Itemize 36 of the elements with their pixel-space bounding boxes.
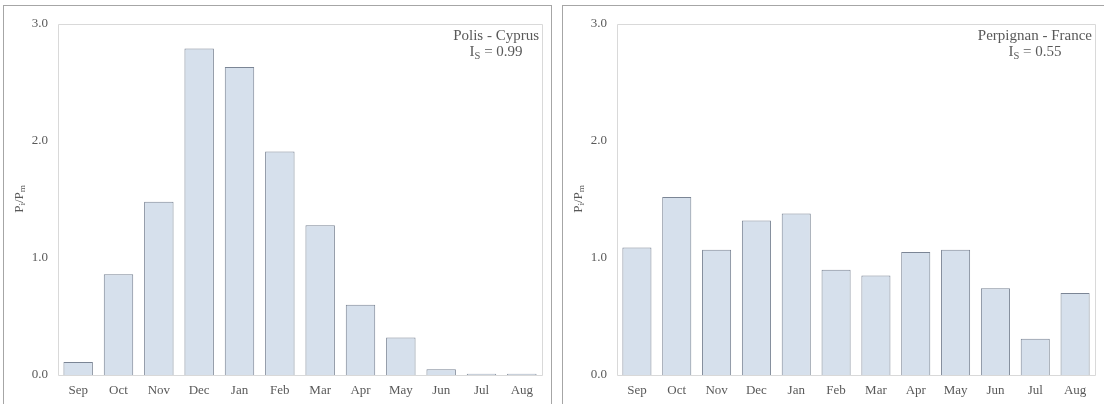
x-tick-label: Jan bbox=[787, 382, 806, 398]
x-tick-label: Jan bbox=[230, 382, 249, 398]
y-tick-label: 1.0 bbox=[31, 249, 48, 265]
x-tick-label: Dec bbox=[745, 382, 768, 398]
x-tick-label: Aug bbox=[1063, 382, 1087, 398]
x-tick-label: Apr bbox=[905, 382, 927, 398]
x-tick-label: Mar bbox=[865, 382, 888, 398]
x-tick-label: Sep bbox=[627, 382, 647, 398]
x-tick-label: Jul bbox=[1027, 382, 1044, 398]
x-tick-label: Mar bbox=[309, 382, 332, 398]
x-tick-label: Oct bbox=[109, 382, 129, 398]
y-tick-label: 0.0 bbox=[590, 366, 607, 382]
x-tick-label: May bbox=[388, 382, 414, 398]
y-tick-label: 2.0 bbox=[31, 132, 48, 148]
x-tick-label: Feb bbox=[826, 382, 846, 398]
x-tick-label: Nov bbox=[705, 382, 729, 398]
annotation: Perpignan - France bbox=[977, 26, 1092, 44]
x-tick-label: May bbox=[943, 382, 968, 398]
x-tick-label: Apr bbox=[350, 382, 372, 398]
annotation: I$_{S}$ = 0.99 bbox=[468, 43, 524, 61]
annotation: I$_{S}$ = 0.55 bbox=[1007, 43, 1063, 61]
x-tick-label: Jun bbox=[432, 382, 451, 398]
x-tick-label: Aug bbox=[510, 382, 534, 398]
x-tick-label: Jun bbox=[986, 382, 1005, 398]
x-tick-label: Nov bbox=[147, 382, 171, 398]
y-tick-label: 3.0 bbox=[590, 15, 607, 31]
y-tick-label: 0.0 bbox=[31, 366, 48, 382]
y-tick-label: 1.0 bbox=[590, 249, 607, 265]
x-tick-label: Sep bbox=[68, 382, 88, 398]
y-tick-label: 2.0 bbox=[590, 132, 607, 148]
x-tick-label: Feb bbox=[270, 382, 290, 398]
y-tick-label: 3.0 bbox=[31, 15, 48, 31]
x-tick-label: Oct bbox=[667, 382, 687, 398]
x-tick-label: Jul bbox=[473, 382, 490, 398]
x-tick-label: Dec bbox=[188, 382, 210, 398]
annotation: Polis - Cyprus bbox=[453, 26, 539, 44]
